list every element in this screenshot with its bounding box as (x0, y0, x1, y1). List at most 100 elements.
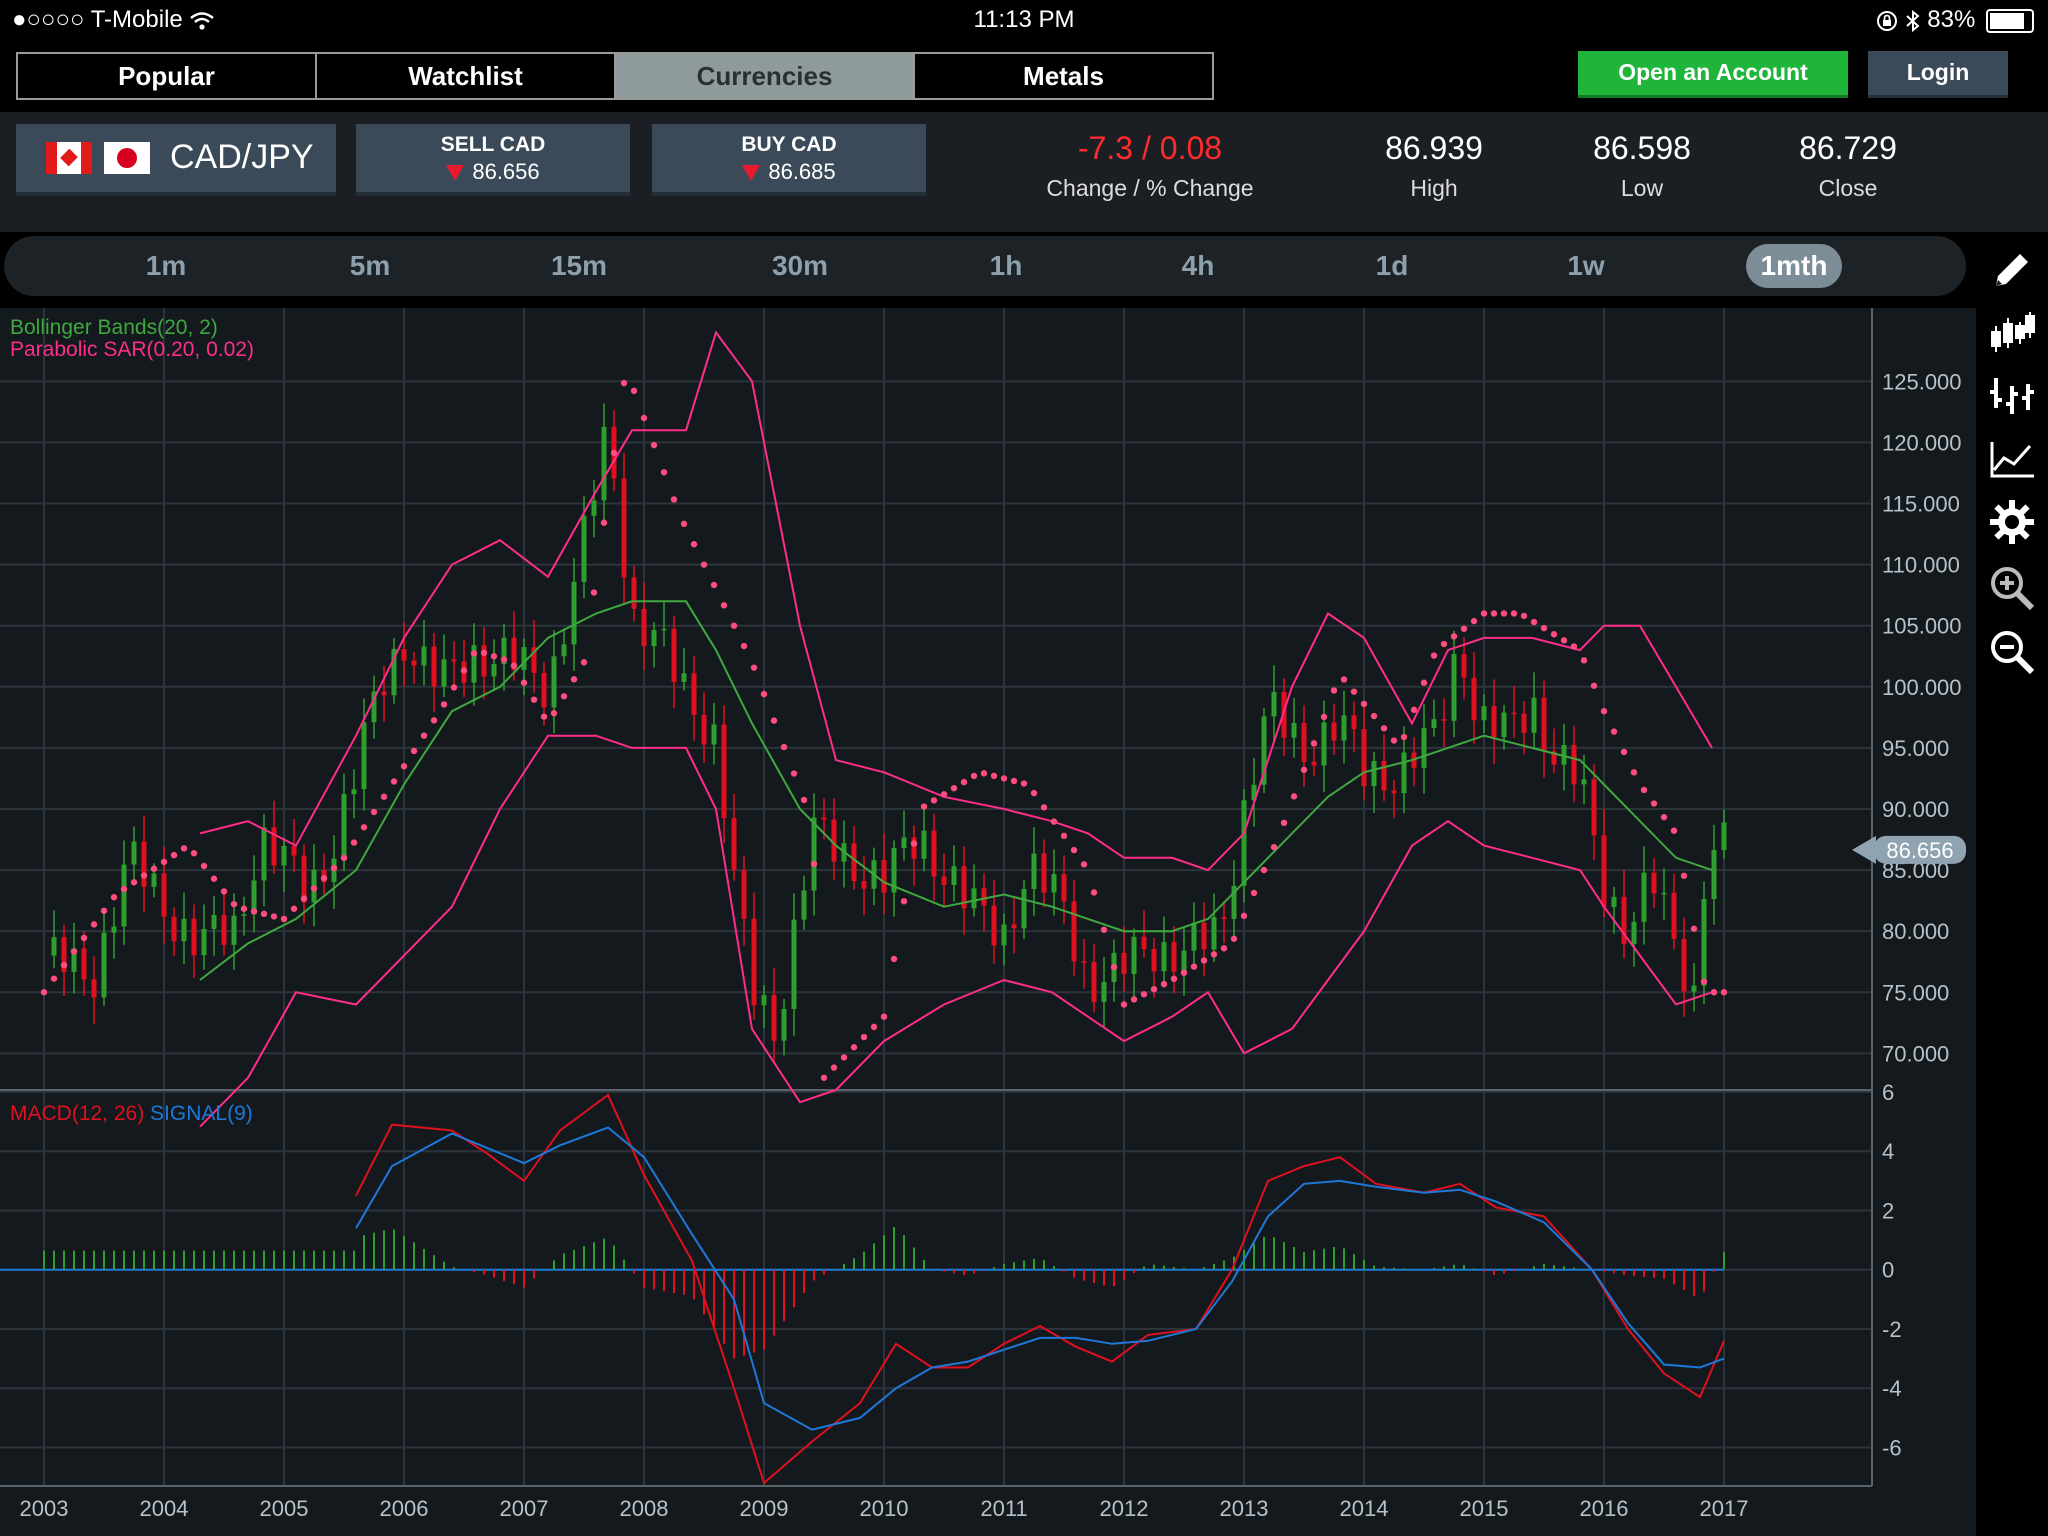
bar-chart-icon[interactable] (1988, 372, 2036, 420)
candle-body (61, 937, 67, 972)
candle-body (1221, 917, 1227, 919)
candle-body (1611, 896, 1617, 907)
candle-body (301, 855, 307, 903)
sar-dot (1040, 804, 1048, 811)
current-price-label: 86.656 (1886, 838, 1953, 863)
sar-dot (140, 872, 148, 879)
candle-body (1131, 936, 1137, 974)
candle-body (571, 581, 577, 645)
timeframe-30m[interactable]: 30m (771, 250, 829, 281)
sar-dot (1420, 679, 1428, 686)
sar-dot (290, 905, 298, 912)
timeframe-1w[interactable]: 1w (1567, 250, 1605, 281)
timeframe-1h[interactable]: 1h (989, 250, 1023, 281)
sar-dot (500, 656, 508, 663)
sar-dot (1220, 945, 1228, 952)
tab-metals[interactable]: Metals (1023, 61, 1104, 91)
top-navigation: Popular Watchlist Currencies Metals Open… (0, 40, 2048, 112)
timeframe-5m[interactable]: 5m (349, 250, 391, 281)
carrier-label: ●○○○○ T-Mobile (12, 6, 183, 33)
sar-dot (590, 589, 598, 596)
sar-dot (1130, 996, 1138, 1003)
sar-dot (440, 701, 448, 708)
sar-dot (720, 602, 728, 609)
sar-dot (370, 808, 378, 816)
candle-body (211, 914, 217, 929)
price-axis-tick-label: 110.000 (1882, 553, 1960, 578)
wifi-icon (189, 6, 215, 33)
sar-dot (740, 642, 748, 650)
sar-dot (260, 910, 268, 918)
sar-dot (1660, 813, 1668, 821)
candle-body (81, 948, 87, 980)
sar-dot (430, 717, 438, 724)
candle-body (771, 995, 777, 1041)
sar-dot (1310, 740, 1318, 747)
timeframe-15m[interactable]: 15m (550, 250, 608, 281)
sar-dot (220, 888, 228, 895)
sar-dot (1510, 610, 1518, 617)
pencil-icon[interactable] (1988, 246, 2036, 294)
sar-dot (1370, 712, 1378, 720)
line-chart-icon[interactable] (1988, 434, 2036, 482)
price-chart-area[interactable]: 2003 2004 2005 2006 2007 2008 2009 2010 2011 2012… (0, 308, 1976, 1536)
sar-dot (210, 875, 218, 882)
sell-button[interactable]: SELL CAD 86.656 (356, 124, 630, 192)
timeframe-1d[interactable]: 1d (1375, 250, 1409, 281)
candle-body (711, 724, 717, 745)
sar-dot (90, 921, 98, 928)
sar-dot (1050, 818, 1058, 825)
macd-axis-tick-label: -2 (1882, 1317, 1902, 1342)
gear-icon[interactable] (1988, 498, 2036, 546)
tab-currencies[interactable]: Currencies (616, 54, 915, 98)
candle-body (1041, 853, 1047, 893)
tab-popular[interactable]: Popular (18, 54, 317, 98)
sar-dot (1500, 610, 1508, 617)
tab-watchlist[interactable]: Watchlist (317, 54, 616, 98)
x-axis-tick-label: 2010 (860, 1496, 909, 1521)
buy-price: 86.685 (768, 159, 836, 184)
sar-dot (1080, 861, 1088, 868)
currency-pair-selector[interactable]: CAD/JPY (16, 124, 336, 192)
sar-dot (1360, 700, 1368, 708)
sar-dot (610, 449, 618, 457)
zoom-out-icon[interactable] (1988, 628, 2036, 676)
sar-dot (760, 690, 768, 698)
candle-body (241, 914, 247, 916)
candle-body (1681, 938, 1687, 992)
macd-line (355, 1093, 1725, 1485)
sar-dot (1150, 985, 1158, 993)
candle-body (1401, 752, 1407, 794)
macd-axis-tick-label: 2 (1882, 1198, 1894, 1223)
timeframe-4h[interactable]: 4h (1181, 250, 1215, 281)
candle-body (491, 664, 497, 677)
sar-dot (1490, 610, 1498, 617)
login-button[interactable]: Login (1868, 51, 2008, 95)
price-chart[interactable]: 2003 2004 2005 2006 2007 2008 2009 2010 2011 2012… (0, 308, 1976, 1536)
sar-dot (1440, 640, 1448, 648)
sar-dot (390, 778, 398, 785)
timeframe-1mth[interactable]: 1mth (1746, 244, 1842, 288)
sar-dot (1580, 657, 1588, 664)
candle-body (1051, 874, 1057, 893)
sar-dot (940, 791, 948, 798)
zoom-in-icon[interactable] (1988, 564, 2036, 612)
current-price-pointer (1852, 835, 1876, 864)
buy-button[interactable]: BUY CAD 86.685 (652, 124, 926, 192)
candle-body (1451, 653, 1457, 721)
high-stat: 86.939 High (1334, 130, 1534, 202)
timeframe-1m[interactable]: 1m (145, 250, 187, 281)
price-axis-tick-label: 80.000 (1882, 919, 1949, 944)
candle-body (1361, 729, 1367, 787)
candlestick-icon[interactable] (1988, 308, 2036, 356)
candle-body (71, 948, 77, 972)
candle-body (821, 817, 827, 820)
candle-body (1341, 715, 1347, 741)
sar-dot (1260, 866, 1268, 874)
candle-body (251, 880, 257, 915)
candle-body (171, 916, 177, 942)
open-account-button[interactable]: Open an Account (1578, 51, 1848, 95)
sar-dot (150, 865, 158, 872)
sar-dot (710, 581, 718, 589)
candle-body (1371, 761, 1377, 787)
